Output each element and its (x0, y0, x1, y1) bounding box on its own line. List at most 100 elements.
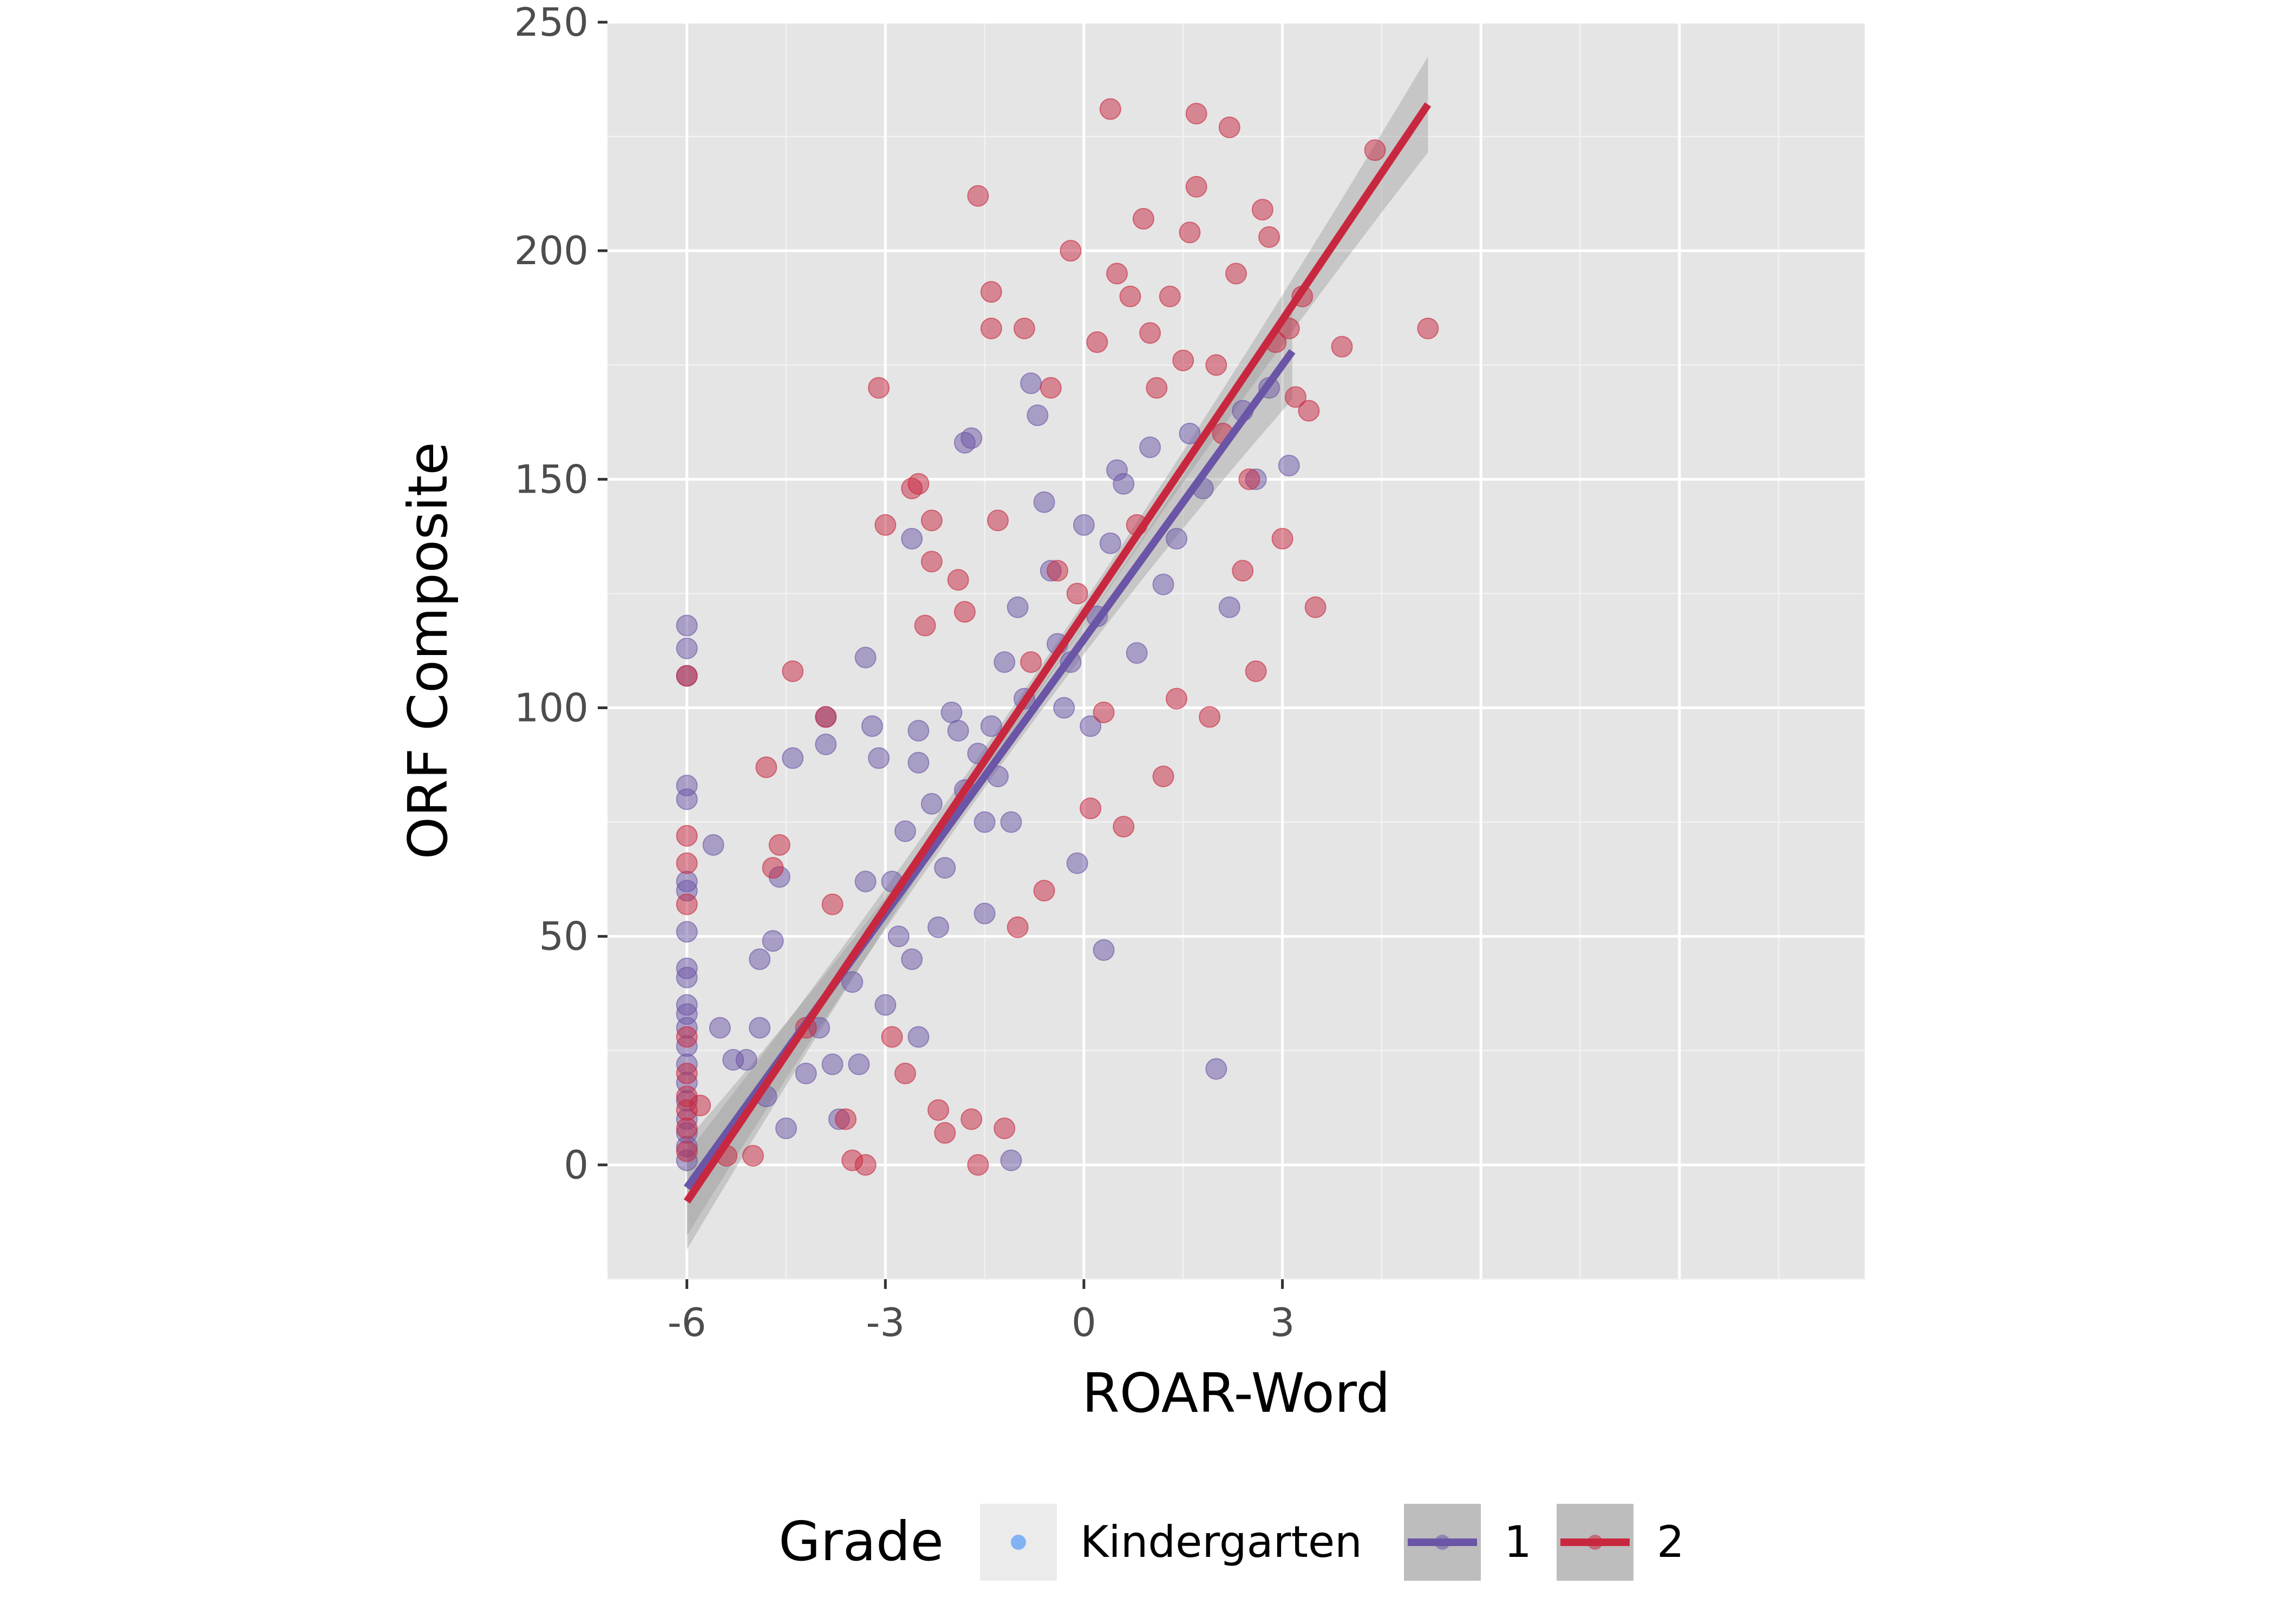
data-point-grade-1 (1020, 372, 1042, 395)
data-point-grade-2 (987, 509, 1009, 532)
data-point-grade-2 (1179, 221, 1201, 244)
legend-marker-kindergarten (1011, 1535, 1026, 1550)
data-point-grade-2 (854, 1154, 877, 1176)
data-point-grade-2 (980, 281, 1002, 303)
data-point-grade-1 (1033, 491, 1055, 513)
data-point-grade-2 (1146, 377, 1168, 399)
data-point-grade-1 (907, 719, 930, 742)
data-point-grade-2 (1086, 331, 1108, 353)
data-point-grade-2 (1132, 208, 1154, 230)
data-point-grade-2 (868, 377, 890, 399)
data-point-grade-2 (953, 601, 976, 623)
data-point-grade-2 (1040, 377, 1062, 399)
data-point-grade-1 (1218, 596, 1240, 618)
data-point-grade-1 (676, 637, 698, 659)
data-point-grade-1 (960, 427, 983, 449)
data-point-grade-1 (841, 971, 864, 993)
data-point-grade-2 (1139, 322, 1161, 344)
data-point-grade-1 (749, 1017, 771, 1039)
data-point-grade-2 (676, 1026, 698, 1048)
data-point-grade-1 (973, 902, 996, 925)
data-point-grade-2 (1020, 651, 1042, 673)
data-point-grade-1 (1205, 1058, 1227, 1080)
data-point-grade-1 (1139, 436, 1161, 459)
data-point-grade-1 (973, 811, 996, 833)
data-point-grade-2 (980, 317, 1002, 339)
data-point-grade-2 (1033, 880, 1055, 902)
data-point-grade-2 (755, 756, 777, 778)
data-point-grade-2 (920, 509, 943, 532)
data-point-grade-2 (768, 834, 790, 856)
legend-marker-grade-1 (1435, 1535, 1450, 1550)
data-point-grade-2 (1225, 263, 1247, 285)
data-point-grade-1 (676, 614, 698, 637)
data-point-grade-1 (901, 948, 923, 970)
data-point-grade-2 (934, 1122, 956, 1144)
data-point-grade-1 (775, 1117, 797, 1140)
data-point-grade-2 (967, 185, 989, 207)
data-point-grade-1 (1007, 596, 1029, 618)
data-point-grade-2 (676, 1117, 698, 1140)
data-point-grade-1 (1053, 697, 1075, 719)
data-point-grade-2 (742, 1145, 764, 1167)
data-point-grade-2 (1218, 116, 1240, 139)
legend-label-grade-2: 2 (1657, 1517, 1684, 1567)
data-point-grade-2 (947, 569, 969, 591)
data-point-grade-2 (1159, 285, 1181, 307)
data-point-grade-1 (821, 1053, 844, 1076)
data-point-grade-2 (1232, 560, 1254, 582)
data-point-grade-2 (1417, 317, 1439, 339)
data-point-grade-2 (1364, 139, 1386, 161)
data-point-grade-2 (762, 857, 784, 879)
legend: Grade Kindergarten 1 2 (779, 1504, 1684, 1581)
data-point-grade-2 (1099, 98, 1121, 120)
trend-lines (683, 102, 1432, 1204)
data-point-grade-1 (676, 921, 698, 943)
legend-label-kindergarten: Kindergarten (1080, 1517, 1362, 1567)
data-point-grade-1 (709, 1017, 731, 1039)
data-point-grade-1 (861, 715, 883, 737)
data-point-grade-2 (1113, 816, 1135, 838)
data-point-grade-2 (920, 551, 943, 573)
data-point-grade-1 (782, 747, 804, 769)
data-point-grade-1 (940, 701, 963, 723)
data-point-grade-2 (1007, 916, 1029, 938)
data-point-grade-2 (1331, 336, 1353, 358)
data-point-grade-1 (874, 994, 897, 1016)
data-point-grade-2 (1047, 560, 1069, 582)
data-point-grade-1 (795, 1063, 817, 1085)
data-point-grade-2 (676, 1063, 698, 1085)
data-point-grade-2 (994, 1117, 1016, 1140)
data-point-grade-2 (967, 1154, 989, 1176)
data-point-grade-2 (1304, 596, 1327, 618)
data-point-grade-1 (1000, 811, 1022, 833)
data-point-grade-2 (1199, 706, 1221, 728)
data-point-grade-1 (762, 930, 784, 952)
data-point-grade-2 (1119, 285, 1141, 307)
y-tick-label: 200 (514, 228, 589, 273)
data-point-grade-2 (1185, 175, 1207, 198)
data-point-grade-2 (1298, 400, 1320, 422)
data-point-grade-2 (881, 1026, 903, 1048)
data-point-grade-2 (1093, 701, 1115, 723)
data-point-grade-2 (689, 1095, 711, 1117)
data-point-grade-2 (834, 1108, 857, 1130)
data-point-grade-1 (994, 651, 1016, 673)
data-point-grade-1 (907, 1026, 930, 1048)
data-point-grade-1 (901, 528, 923, 550)
data-point-grade-1 (1179, 422, 1201, 444)
data-point-grade-1 (1093, 939, 1115, 961)
data-point-grade-2 (1080, 797, 1102, 820)
data-points (676, 98, 1439, 1176)
data-point-grade-2 (1258, 226, 1280, 248)
data-point-grade-1 (1166, 528, 1188, 550)
data-point-grade-1 (676, 966, 698, 988)
data-point-grade-1 (854, 870, 877, 893)
data-point-grade-2 (874, 514, 897, 536)
data-point-grade-1 (1080, 715, 1102, 737)
data-point-grade-1 (848, 1053, 870, 1076)
legend-label-grade-1: 1 (1504, 1517, 1532, 1567)
data-point-grade-1 (1126, 642, 1148, 664)
data-point-grade-2 (914, 614, 936, 637)
